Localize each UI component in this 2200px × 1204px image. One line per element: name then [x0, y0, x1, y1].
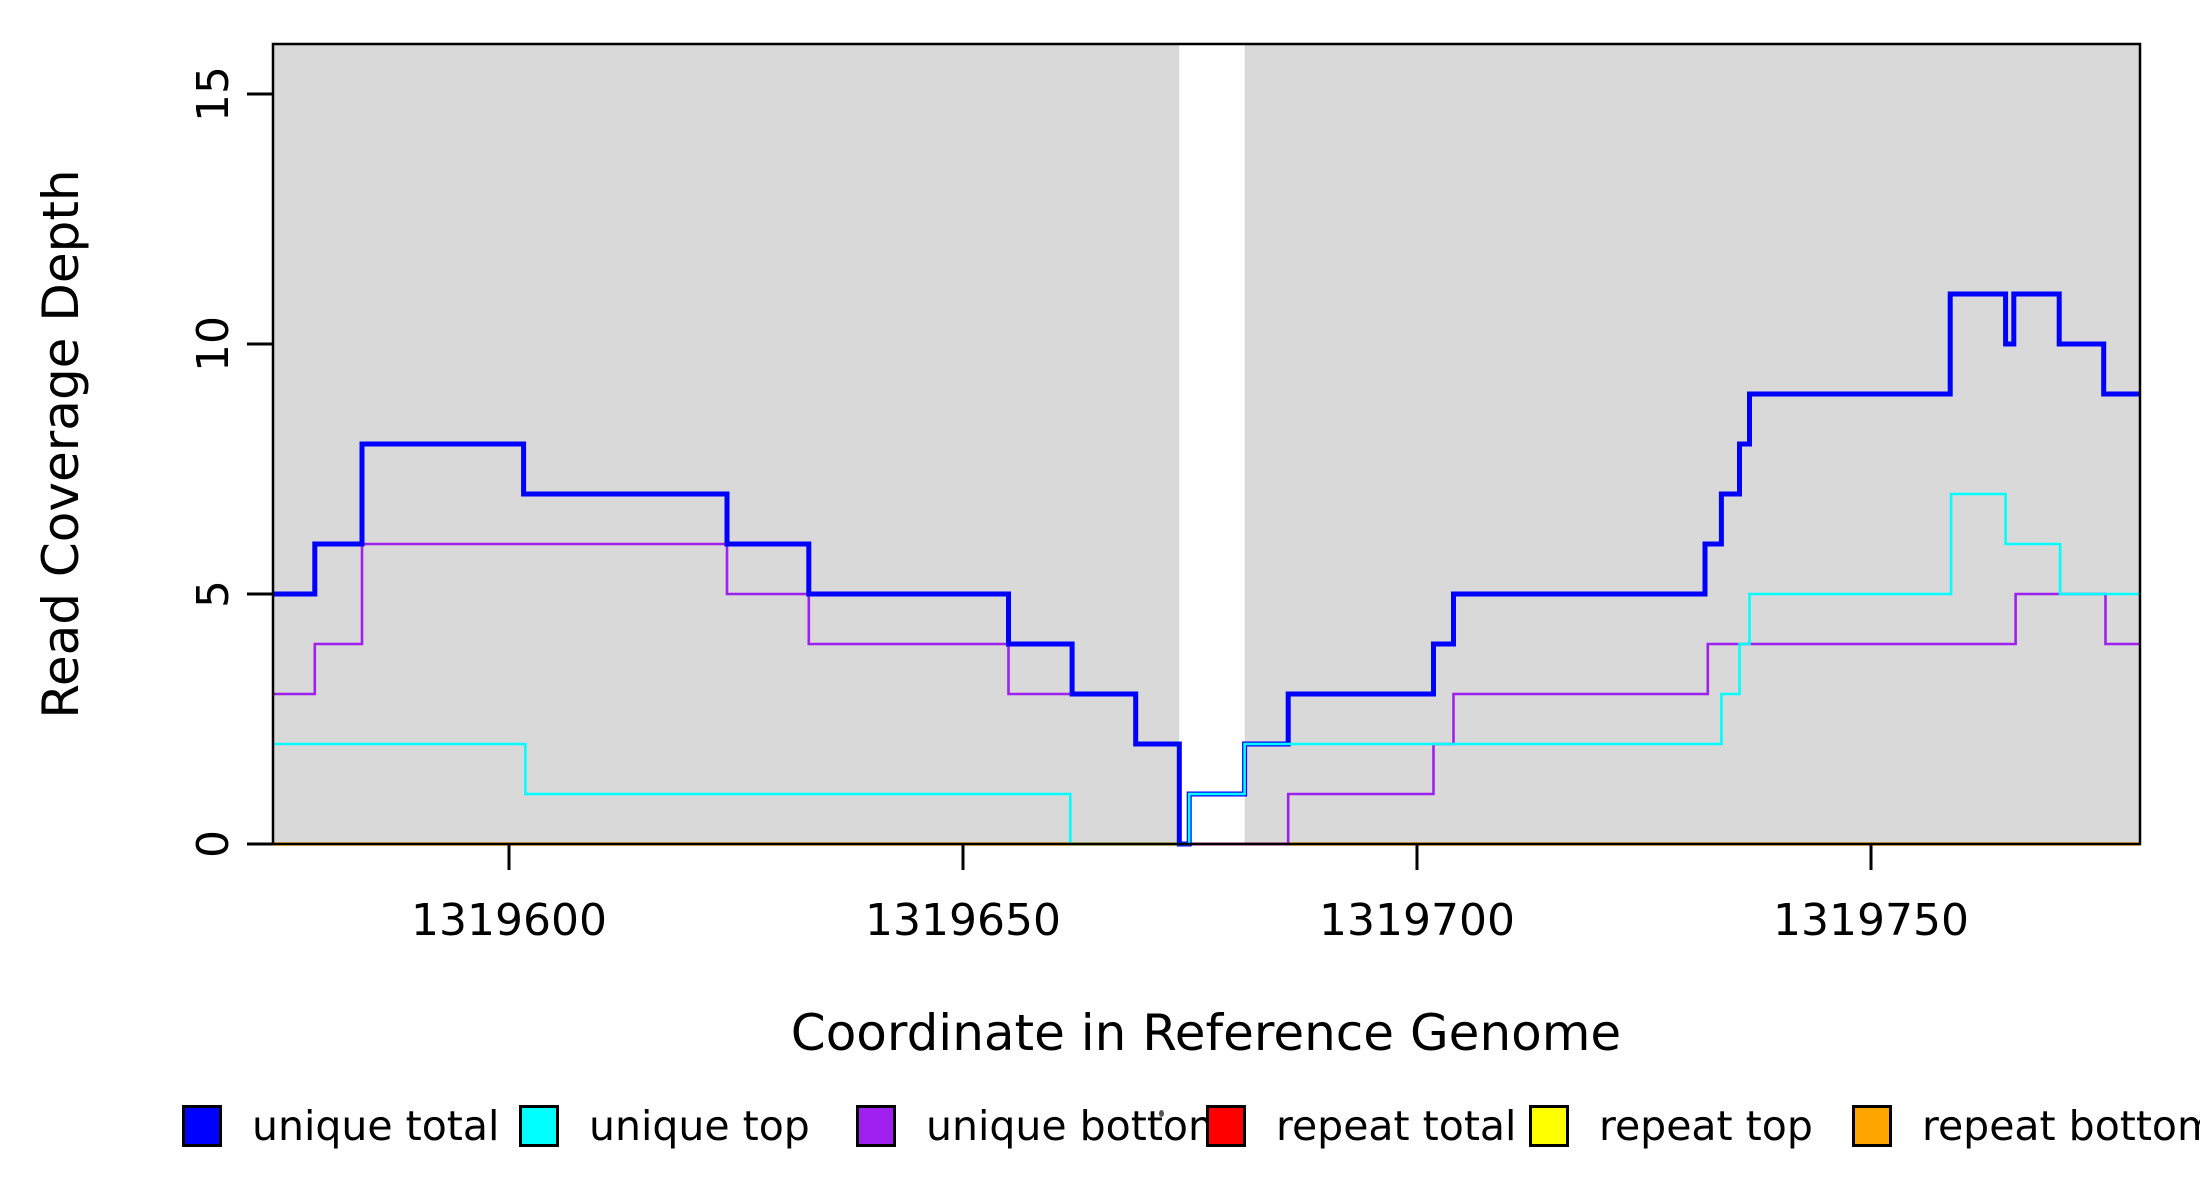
legend-label: repeat top — [1599, 1102, 1813, 1150]
y-axis-title: Read Coverage Depth — [32, 169, 90, 718]
background-band — [1244, 44, 2140, 844]
repeat-bottom-swatch-icon — [1852, 1105, 1892, 1147]
x-tick-label: 1319700 — [1319, 895, 1515, 946]
repeat-total-swatch-icon — [1206, 1105, 1246, 1147]
legend-label: repeat total — [1276, 1102, 1517, 1150]
x-tick-label: 1319650 — [865, 895, 1061, 946]
x-tick-label: 1319600 — [411, 895, 607, 946]
legend-label: repeat bottom — [1922, 1102, 2200, 1150]
repeat-top-swatch-icon — [1529, 1105, 1569, 1147]
plot-background-bands — [273, 44, 2140, 844]
axis-ticks — [247, 92, 1873, 870]
unique-top-swatch-icon — [519, 1105, 559, 1147]
stray-mark-dot — [1159, 1110, 1164, 1117]
legend: unique total unique top unique bottom re… — [0, 1100, 2200, 1170]
legend-label: unique bottom — [926, 1102, 1228, 1150]
y-tick-labels: 0 5 10 15 — [188, 66, 239, 858]
series-line-unique-total — [273, 291, 2140, 847]
legend-label: unique top — [589, 1102, 810, 1150]
plot-border-box — [271, 42, 2142, 846]
y-tick-label: 15 — [188, 66, 239, 122]
unique-bottom-swatch-icon — [856, 1105, 896, 1147]
unique-total-swatch-icon — [182, 1105, 222, 1147]
series-line-unique-top — [273, 492, 2140, 846]
x-tick-label: 1319750 — [1773, 895, 1969, 946]
legend-item-repeat-top: repeat top — [1529, 1100, 1813, 1152]
y-tick-label: 0 — [188, 830, 239, 858]
y-tick-label: 5 — [188, 580, 239, 608]
legend-label: unique total — [252, 1102, 500, 1150]
legend-item-unique-bottom: unique bottom — [856, 1100, 1228, 1152]
legend-item-unique-top: unique top — [519, 1100, 810, 1152]
legend-item-repeat-bottom: repeat bottom — [1852, 1100, 2200, 1152]
x-tick-labels: 1319600 1319650 1319700 1319750 — [411, 895, 1969, 946]
y-tick-label: 10 — [188, 316, 239, 372]
x-axis-title: Coordinate in Reference Genome — [791, 1004, 1621, 1062]
legend-item-repeat-total: repeat total — [1206, 1100, 1516, 1152]
legend-item-unique-total: unique total — [182, 1100, 499, 1152]
